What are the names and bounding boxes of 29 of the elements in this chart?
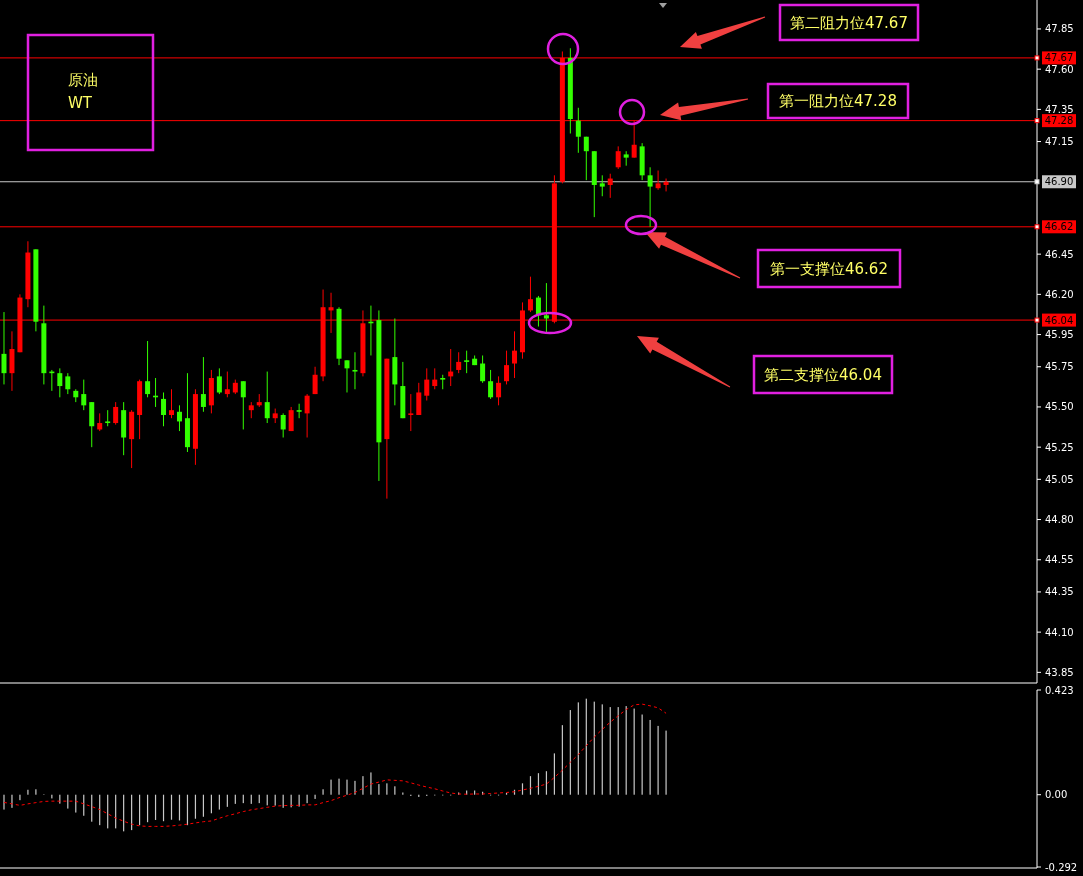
y-tick-label: 0.00: [1045, 789, 1068, 801]
annotation: 原油 WT: [68, 71, 98, 113]
y-tick-label: 47.60: [1045, 63, 1074, 75]
ref-line-label: 47.67: [1044, 52, 1074, 64]
y-tick-label: 0.423: [1045, 684, 1074, 696]
y-tick-label: 46.20: [1045, 288, 1074, 300]
y-tick-label: 45.50: [1045, 401, 1074, 413]
y-tick-label: 45.95: [1045, 329, 1074, 341]
y-tick-label: 44.55: [1045, 554, 1074, 566]
ref-line-label: 46.90: [1044, 176, 1074, 188]
y-tick-label: 46.45: [1045, 248, 1074, 260]
y-tick-label: 47.85: [1045, 23, 1074, 35]
annotation: 第二阻力位47.67: [790, 13, 908, 32]
y-tick-label: 45.75: [1045, 361, 1074, 373]
y-tick-label: 44.80: [1045, 514, 1074, 526]
annotation: 第一阻力位47.28: [779, 92, 897, 111]
annotation: 第二支撑位46.04: [764, 365, 882, 384]
y-tick-label: 47.35: [1045, 103, 1074, 115]
y-tick-label: 44.10: [1045, 626, 1074, 638]
y-tick-label: -0.292: [1045, 861, 1078, 873]
y-tick-label: 45.25: [1045, 441, 1074, 453]
y-tick-label: 47.15: [1045, 136, 1074, 148]
ref-line-label: 46.62: [1044, 221, 1074, 233]
annotation: 第一支撑位46.62: [770, 259, 888, 278]
y-tick-label: 44.35: [1045, 586, 1074, 598]
ref-line-label: 47.28: [1044, 115, 1074, 127]
ref-line-label: 46.04: [1044, 314, 1074, 326]
y-tick-label: 45.05: [1045, 473, 1074, 485]
y-tick-label: 43.85: [1045, 666, 1074, 678]
